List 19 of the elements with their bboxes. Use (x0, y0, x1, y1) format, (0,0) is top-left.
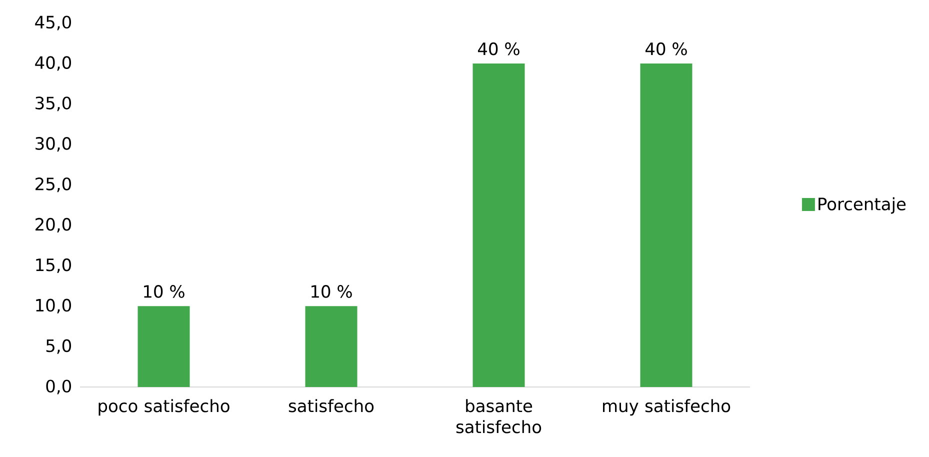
data-label: 10 % (144, 285, 184, 298)
y-tick-label: 30,0 (36, 137, 71, 152)
y-tick-label: 25,0 (36, 177, 71, 192)
y-tick-label: 15,0 (36, 258, 71, 273)
x-tick-label: muy satisfecho (603, 399, 730, 416)
data-label: 40 % (478, 42, 520, 56)
y-tick-label: 0,0 (46, 380, 72, 394)
x-tick-label: satisfecho (288, 399, 374, 412)
legend-label: Porcentaje (818, 197, 906, 214)
x-tick-label: basante satisfecho (456, 399, 542, 434)
y-tick-label: 40,0 (35, 56, 71, 71)
data-label: 10 % (312, 285, 352, 298)
data-label: 40 % (645, 42, 687, 56)
x-tick-label: poco satisfecho (98, 399, 230, 416)
y-tick-label: 20,0 (36, 218, 71, 233)
y-tick-label: 10,0 (36, 298, 71, 314)
y-tick-label: 5,0 (46, 339, 72, 354)
y-tick-label: 45,0 (35, 16, 71, 30)
y-tick-label: 35,0 (36, 96, 71, 112)
